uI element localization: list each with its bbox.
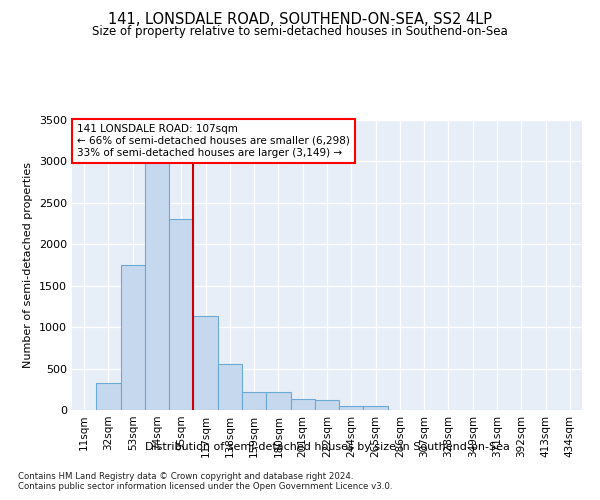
Bar <box>169 220 193 410</box>
Bar <box>339 406 364 410</box>
Text: Contains HM Land Registry data © Crown copyright and database right 2024.: Contains HM Land Registry data © Crown c… <box>18 472 353 481</box>
Bar <box>96 384 121 410</box>
Bar <box>242 392 266 410</box>
Text: 141, LONSDALE ROAD, SOUTHEND-ON-SEA, SS2 4LP: 141, LONSDALE ROAD, SOUTHEND-ON-SEA, SS2… <box>108 12 492 28</box>
Bar <box>266 392 290 410</box>
Bar <box>364 406 388 410</box>
Bar <box>290 399 315 410</box>
Text: Distribution of semi-detached houses by size in Southend-on-Sea: Distribution of semi-detached houses by … <box>145 442 509 452</box>
Bar <box>315 400 339 410</box>
Bar <box>121 265 145 410</box>
Bar <box>218 364 242 410</box>
Text: Contains public sector information licensed under the Open Government Licence v3: Contains public sector information licen… <box>18 482 392 491</box>
Bar <box>145 158 169 410</box>
Y-axis label: Number of semi-detached properties: Number of semi-detached properties <box>23 162 34 368</box>
Bar <box>193 316 218 410</box>
Text: 141 LONSDALE ROAD: 107sqm
← 66% of semi-detached houses are smaller (6,298)
33% : 141 LONSDALE ROAD: 107sqm ← 66% of semi-… <box>77 124 350 158</box>
Text: Size of property relative to semi-detached houses in Southend-on-Sea: Size of property relative to semi-detach… <box>92 25 508 38</box>
